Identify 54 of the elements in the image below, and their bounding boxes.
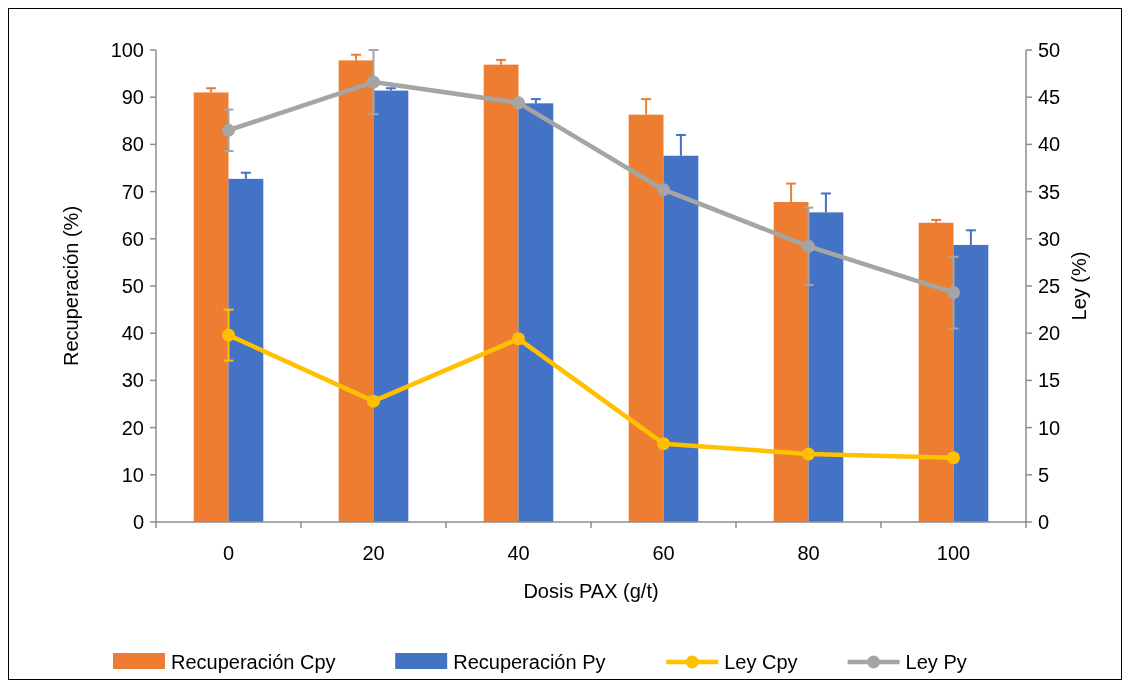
y2-tick-label: 5	[1038, 463, 1050, 486]
y-tick-label: 50	[121, 275, 144, 297]
x-tick-label: 80	[797, 542, 820, 564]
legend-label: Ley Cpy	[724, 651, 798, 673]
y2-axis-title: Ley (%)	[1068, 251, 1090, 321]
point	[802, 239, 815, 253]
y-tick-label: 40	[121, 322, 144, 345]
x-tick-label: 0	[222, 542, 235, 564]
y2-tick-label: 40	[1038, 133, 1061, 156]
legend-label: Recuperación Py	[453, 651, 606, 673]
y2-tick-label: 10	[1038, 416, 1061, 439]
x-tick-label: 20	[362, 542, 385, 564]
point	[512, 332, 525, 346]
y-tick-label: 70	[121, 180, 144, 203]
point	[222, 328, 235, 342]
y-tick-label: 80	[121, 133, 144, 156]
y-axis-title: Recuperación (%)	[60, 205, 82, 367]
y2-tick-label: 25	[1038, 275, 1061, 297]
point	[802, 447, 815, 461]
point	[947, 451, 960, 465]
point	[222, 123, 235, 137]
bar	[918, 222, 954, 522]
x-axis-title: Dosis PAX (g/t)	[523, 580, 659, 602]
bar	[228, 178, 264, 522]
bar	[373, 90, 409, 522]
point	[657, 437, 670, 451]
bar	[518, 103, 554, 522]
y-tick-label: 90	[121, 86, 144, 109]
point	[367, 75, 380, 89]
y-tick-label: 0	[132, 511, 144, 533]
y2-tick-label: 50	[1038, 39, 1061, 61]
point	[367, 394, 380, 408]
bar	[193, 92, 229, 522]
x-tick-label: 40	[507, 542, 530, 564]
point	[947, 286, 960, 300]
x-tick-label: 60	[652, 542, 675, 564]
point	[657, 183, 670, 197]
y2-tick-label: 35	[1038, 180, 1061, 203]
bar	[483, 64, 519, 522]
y-tick-label: 30	[121, 369, 144, 392]
y-tick-label: 10	[121, 463, 144, 486]
y2-tick-label: 45	[1038, 86, 1061, 109]
y2-tick-label: 20	[1038, 322, 1061, 345]
y-tick-label: 100	[110, 39, 144, 61]
legend-label: Ley Py	[905, 651, 967, 673]
point	[512, 96, 525, 110]
y-tick-label: 20	[121, 416, 144, 439]
y2-tick-label: 0	[1038, 511, 1050, 533]
y2-tick-label: 15	[1038, 369, 1061, 392]
x-tick-label: 100	[936, 542, 971, 564]
y2-tick-label: 30	[1038, 227, 1061, 250]
y-tick-label: 60	[121, 227, 144, 250]
legend-label: Recuperación Cpy	[171, 651, 336, 673]
bar	[338, 60, 374, 522]
